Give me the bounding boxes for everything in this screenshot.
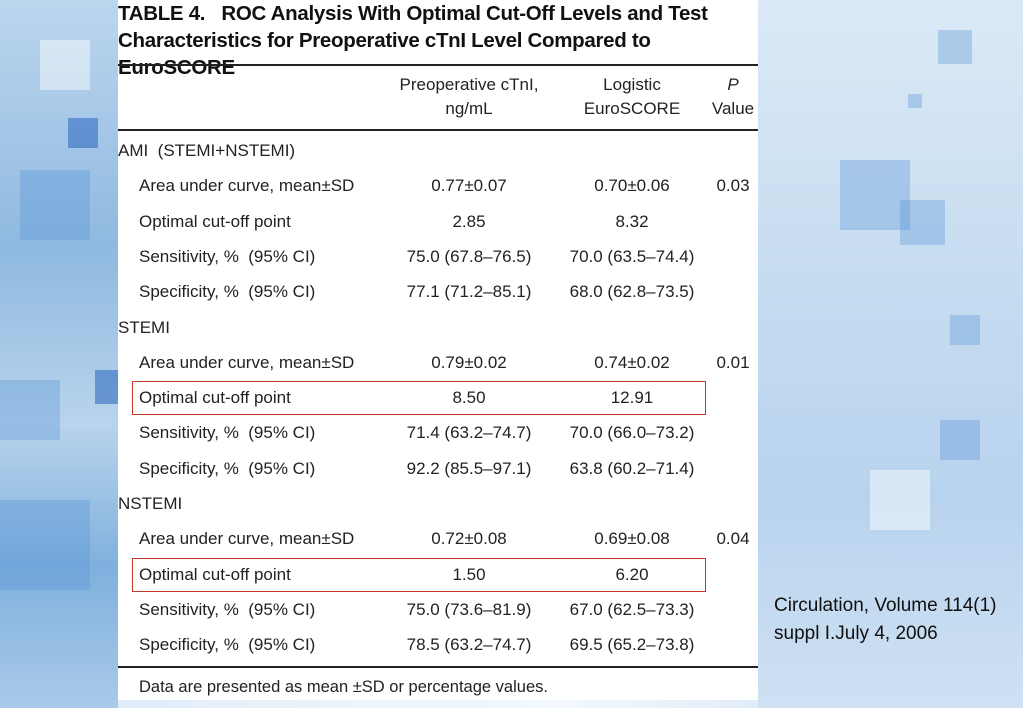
cell-euroscore: 12.91 (610, 388, 654, 407)
cell-ctni: 75.0 (67.8–76.5) (406, 247, 532, 266)
cell-ctni: 0.77±0.07 (431, 176, 507, 195)
cell-ctni: 1.50 (452, 565, 486, 584)
decorative-square (870, 470, 930, 530)
cell-euroscore: 69.5 (65.2–73.8) (569, 635, 695, 654)
decorative-square (950, 315, 980, 345)
decorative-square (938, 30, 972, 64)
highlight-box (132, 381, 706, 415)
decorative-square (95, 370, 118, 404)
table-panel: TABLE 4. ROC Analysis With Optimal Cut-O… (118, 0, 758, 700)
cell-euroscore: 6.20 (615, 565, 649, 584)
background-right-pattern (758, 0, 1023, 708)
group-label: AMI (STEMI+NSTEMI) (118, 141, 296, 160)
header-rule (118, 129, 758, 131)
cell-euroscore: 70.0 (66.0–73.2) (569, 423, 695, 442)
table-title: TABLE 4. ROC Analysis With Optimal Cut-O… (118, 0, 758, 81)
table-footnote: Data are presented as mean ±SD or percen… (139, 678, 548, 696)
cell-p-value: 0.01 (716, 353, 750, 372)
row-label: Sensitivity, % (95% CI) (139, 423, 316, 442)
row-label: Sensitivity, % (95% CI) (139, 600, 316, 619)
background-left-pattern (0, 0, 118, 708)
table-title-line-2: Characteristics for Preoperative cTnI Le… (118, 29, 651, 79)
top-rule (118, 64, 758, 66)
decorative-square (840, 160, 910, 230)
citation-text: Circulation, Volume 114(1) suppl I.July … (774, 595, 997, 644)
decorative-square (900, 200, 945, 245)
cell-ctni: 78.5 (63.2–74.7) (406, 635, 532, 654)
decorative-square (40, 40, 90, 90)
cell-euroscore: 63.8 (60.2–71.4) (569, 459, 695, 478)
cell-ctni: 77.1 (71.2–85.1) (406, 282, 532, 301)
cell-euroscore: 8.32 (615, 212, 649, 231)
cell-p-value: 0.04 (716, 529, 750, 548)
cell-p-value: 0.03 (716, 176, 750, 195)
cell-ctni: 8.50 (452, 388, 486, 407)
row-label: Area under curve, mean±SD (139, 353, 355, 372)
cell-euroscore: 0.74±0.02 (594, 353, 670, 372)
cell-ctni: 0.79±0.02 (431, 353, 507, 372)
table-title-line-1: TABLE 4. ROC Analysis With Optimal Cut-O… (118, 2, 708, 25)
cell-ctni: 92.2 (85.5–97.1) (406, 459, 532, 478)
cell-euroscore: 0.69±0.08 (594, 529, 670, 548)
row-label: Sensitivity, % (95% CI) (139, 247, 316, 266)
header-logistic-euroscore: Logistic EuroSCORE (583, 75, 681, 118)
row-label: Specificity, % (95% CI) (139, 459, 316, 478)
group-label: NSTEMI (118, 494, 183, 513)
highlight-box (132, 558, 706, 592)
group-label: STEMI (118, 318, 170, 337)
header-preoperative-ctni: Preoperative cTnI, ng/mL (399, 75, 539, 118)
decorative-square (908, 94, 922, 108)
cell-euroscore: 70.0 (63.5–74.4) (569, 247, 695, 266)
cell-ctni: 71.4 (63.2–74.7) (406, 423, 532, 442)
decorative-square (940, 420, 980, 460)
bottom-rule (118, 666, 758, 668)
row-label: Optimal cut-off point (139, 388, 291, 407)
cell-euroscore: 68.0 (62.8–73.5) (569, 282, 695, 301)
decorative-square (68, 118, 98, 148)
row-label: Area under curve, mean±SD (139, 176, 355, 195)
row-label: Area under curve, mean±SD (139, 529, 355, 548)
row-label: Specificity, % (95% CI) (139, 282, 316, 301)
cell-ctni: 2.85 (452, 212, 486, 231)
cell-euroscore: 0.70±0.06 (594, 176, 670, 195)
cell-ctni: 75.0 (73.6–81.9) (406, 600, 532, 619)
row-label: Optimal cut-off point (139, 565, 291, 584)
decorative-square (20, 170, 90, 240)
cell-euroscore: 67.0 (62.5–73.3) (569, 600, 695, 619)
decorative-square (0, 380, 60, 440)
row-label: Optimal cut-off point (139, 212, 291, 231)
cell-ctni: 0.72±0.08 (431, 529, 507, 548)
decorative-square (0, 500, 90, 590)
row-label: Specificity, % (95% CI) (139, 635, 316, 654)
header-p-value: P Value (711, 75, 755, 118)
